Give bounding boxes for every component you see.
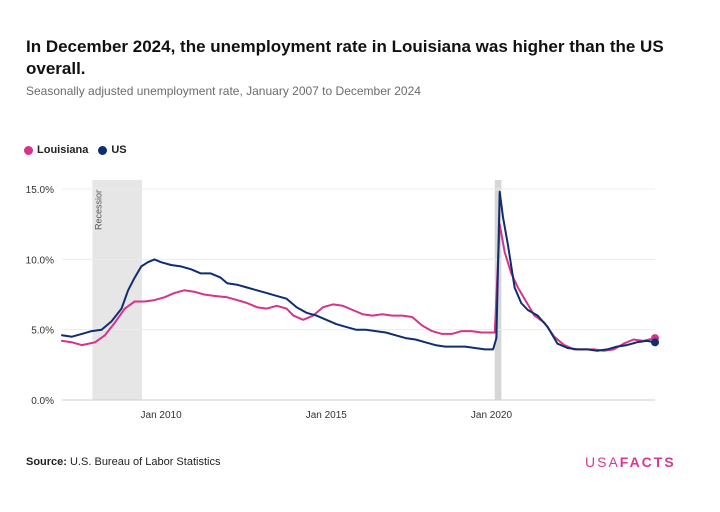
recession-label: Recession	[93, 188, 103, 230]
legend-label-us: US	[111, 144, 127, 156]
y-tick-label: 10.0%	[26, 255, 54, 266]
source-text: U.S. Bureau of Labor Statistics	[70, 456, 221, 468]
source-note: Source: U.S. Bureau of Labor Statistics	[26, 456, 220, 468]
legend-label-louisiana: Louisiana	[37, 144, 89, 156]
x-tick-label: Jan 2010	[141, 410, 183, 421]
legend: Louisiana US	[24, 144, 137, 156]
logo-usa: USA	[585, 454, 620, 470]
legend-item-us: US	[98, 144, 127, 156]
legend-swatch-louisiana	[24, 145, 33, 155]
end-marker-us	[651, 338, 659, 347]
legend-item-louisiana: Louisiana	[24, 144, 88, 156]
usafacts-logo: USAFACTS	[585, 454, 676, 470]
chart-subtitle: Seasonally adjusted unemployment rate, J…	[26, 84, 421, 98]
source-label: Source:	[26, 456, 67, 468]
shaded-region-0	[92, 180, 142, 400]
y-tick-label: 5.0%	[31, 326, 54, 337]
legend-swatch-us	[98, 145, 108, 155]
y-tick-label: 0.0%	[31, 396, 54, 407]
series-line-louisiana	[61, 223, 656, 352]
series-line-us	[61, 190, 656, 352]
chart-title: In December 2024, the unemployment rate …	[26, 37, 664, 78]
logo-facts: FACTS	[619, 454, 676, 470]
y-tick-label: 15.0%	[26, 185, 54, 196]
x-tick-label: Jan 2020	[471, 410, 513, 421]
x-tick-label: Jan 2015	[306, 410, 348, 421]
